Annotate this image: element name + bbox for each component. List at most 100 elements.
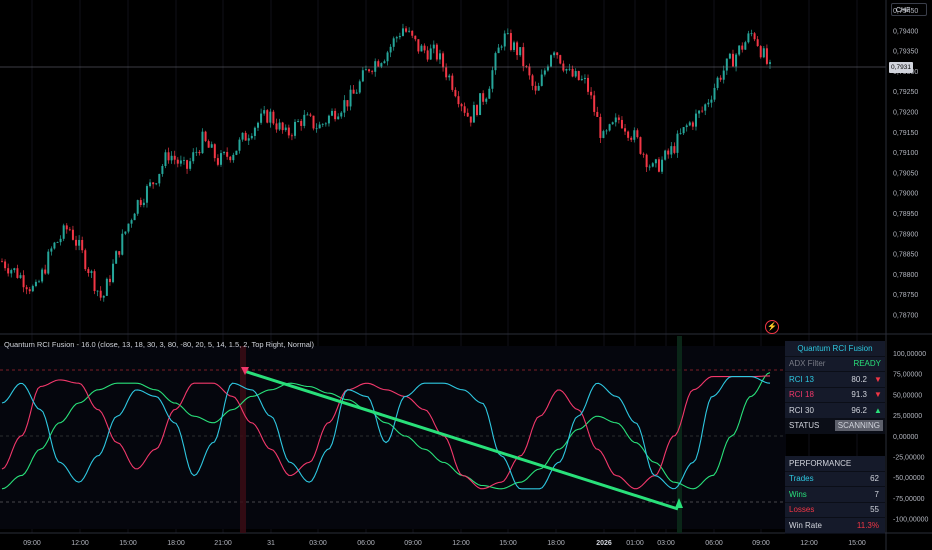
trades-value: 62	[870, 474, 879, 484]
candle-body	[602, 131, 605, 138]
price-axis[interactable]: 0,794500,794000,793500,793000,792500,792…	[893, 8, 918, 320]
candle-body	[411, 30, 414, 36]
time-tick-label: 12:00	[452, 540, 470, 547]
candle-body	[10, 270, 13, 274]
candle-body	[50, 248, 53, 252]
candle-body	[189, 161, 192, 169]
candle-body	[195, 151, 198, 153]
performance-table: PERFORMANCE Trades 62 Wins 7 Losses 55 W…	[785, 456, 885, 534]
candle-body	[244, 132, 247, 141]
candle-body	[112, 263, 115, 283]
candle-body	[494, 53, 497, 71]
candle-body	[506, 33, 509, 34]
candle-body	[16, 268, 19, 278]
candle-body	[398, 35, 401, 38]
candle-body	[633, 130, 636, 140]
candle-body	[716, 77, 719, 88]
candle-body	[667, 150, 670, 155]
candle-body	[232, 154, 235, 161]
rci18-label: RCI 18	[789, 390, 814, 400]
status-table-title: Quantum RCI Fusion	[785, 341, 885, 357]
time-tick-label: 06:00	[705, 540, 723, 547]
candle-body	[118, 251, 121, 255]
candle-body	[482, 93, 485, 102]
candle-body	[34, 281, 37, 287]
candle-body	[448, 75, 451, 78]
candle-body	[337, 116, 340, 120]
candle-body	[22, 275, 25, 288]
candle-body	[383, 61, 386, 64]
candle-body	[624, 128, 627, 132]
candle-body	[540, 74, 543, 86]
candle-body	[460, 104, 463, 107]
currency-label[interactable]: CHF	[891, 3, 927, 16]
candle-body	[750, 33, 753, 35]
candle-body	[599, 116, 602, 138]
candle-body	[565, 68, 568, 71]
price-tick-label: 0,78800	[893, 272, 918, 279]
indicator-tick-label: 25,00000	[893, 413, 922, 420]
indicator-title[interactable]: Quantum RCI Fusion - 16.0 (close, 13, 18…	[4, 340, 315, 349]
candle-body	[380, 63, 383, 67]
candle-body	[250, 135, 253, 139]
candle-body	[636, 130, 639, 138]
indicator-axis[interactable]: 100,00000 75,00000 50,00000 25,00000 0,00000…	[893, 351, 929, 524]
sell-signal-marker	[241, 367, 249, 375]
candle-body	[272, 111, 275, 124]
candle-body	[41, 269, 44, 282]
price-tick-label: 0,79450	[893, 8, 918, 15]
candle-body	[81, 239, 84, 251]
candle-body	[389, 46, 392, 53]
time-tick-label: 03:00	[309, 540, 327, 547]
candle-body	[170, 155, 173, 161]
candle-body	[47, 251, 50, 274]
candle-body	[765, 48, 768, 64]
candle-body	[546, 66, 549, 71]
candle-body	[691, 122, 694, 127]
indicator-tick-label: -75,00000	[893, 496, 925, 503]
candle-body	[735, 54, 738, 67]
candle-body	[155, 183, 158, 185]
candle-body	[590, 91, 593, 96]
time-tick-label: 21:00	[214, 540, 232, 547]
candle-body	[577, 71, 580, 81]
candle-body	[704, 104, 707, 111]
candle-body	[31, 286, 34, 292]
price-tick-label: 0,78700	[893, 313, 918, 320]
candle-body	[53, 242, 56, 249]
candle-body	[583, 77, 586, 79]
rci18-value: 91.3	[851, 390, 867, 400]
candle-body	[278, 122, 281, 130]
candle-body	[516, 42, 519, 56]
candle-body	[84, 250, 87, 270]
winrate-label: Win Rate	[789, 520, 822, 530]
candle-body	[469, 116, 472, 123]
time-axis[interactable]: 09:00 12:00 15:00 18:00 21:00 31 03:00 06:00 09:…	[23, 540, 866, 547]
price-tick-label: 0,79100	[893, 150, 918, 157]
candle-body	[371, 71, 374, 73]
candle-body	[247, 138, 250, 141]
candle-body	[553, 52, 556, 56]
candle-body	[694, 113, 697, 127]
candle-body	[340, 112, 343, 117]
time-tick-label: 09:00	[404, 540, 422, 547]
candle-body	[312, 115, 315, 129]
candle-body	[537, 85, 540, 91]
candle-body	[488, 88, 491, 99]
rci13-label: RCI 13	[789, 374, 814, 384]
time-tick-label: 15:00	[119, 540, 137, 547]
candle-body	[661, 159, 664, 172]
losses-label: Losses	[789, 505, 815, 515]
trades-label: Trades	[789, 474, 814, 484]
candle-body	[756, 39, 759, 47]
wins-row: Wins 7	[785, 487, 885, 503]
candle-body	[405, 28, 408, 32]
candle-body	[491, 70, 494, 89]
candle-body	[358, 81, 361, 93]
candle-body	[679, 133, 682, 135]
candle-body	[186, 160, 189, 169]
candle-body	[235, 150, 238, 155]
candle-body	[182, 160, 185, 161]
alert-bolt-icon[interactable]: ⚡	[765, 320, 779, 334]
